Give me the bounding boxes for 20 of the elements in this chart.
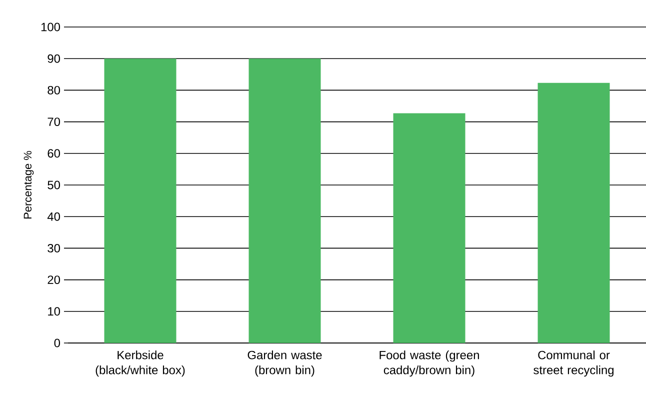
y-tick-label: 0 bbox=[54, 338, 60, 348]
y-tick-label: 50 bbox=[48, 180, 60, 190]
bar bbox=[248, 58, 321, 343]
bar bbox=[393, 113, 466, 343]
y-tick-label: 90 bbox=[48, 54, 60, 63]
y-tick-label: 60 bbox=[48, 149, 60, 158]
y-tick-label: 30 bbox=[48, 244, 60, 252]
x-tick-label: Communal or street recycling bbox=[534, 350, 614, 377]
y-axis-title: Percentage % bbox=[24, 150, 34, 219]
y-tick-label: 100 bbox=[41, 22, 60, 32]
bar bbox=[104, 58, 176, 343]
x-tick-label: Kerbside (black/white box) bbox=[96, 350, 185, 377]
y-tick-label: 20 bbox=[48, 276, 60, 284]
y-tick-label: 10 bbox=[48, 307, 60, 316]
x-tick-label: Garden waste (brown bin) bbox=[248, 350, 322, 377]
y-tick-label: 40 bbox=[47, 212, 60, 221]
y-tick-label: 80 bbox=[48, 86, 60, 94]
x-tick-label: Food waste (green caddy/brown bin) bbox=[380, 350, 479, 377]
y-tick-label: 70 bbox=[48, 118, 60, 126]
bar bbox=[538, 82, 610, 343]
